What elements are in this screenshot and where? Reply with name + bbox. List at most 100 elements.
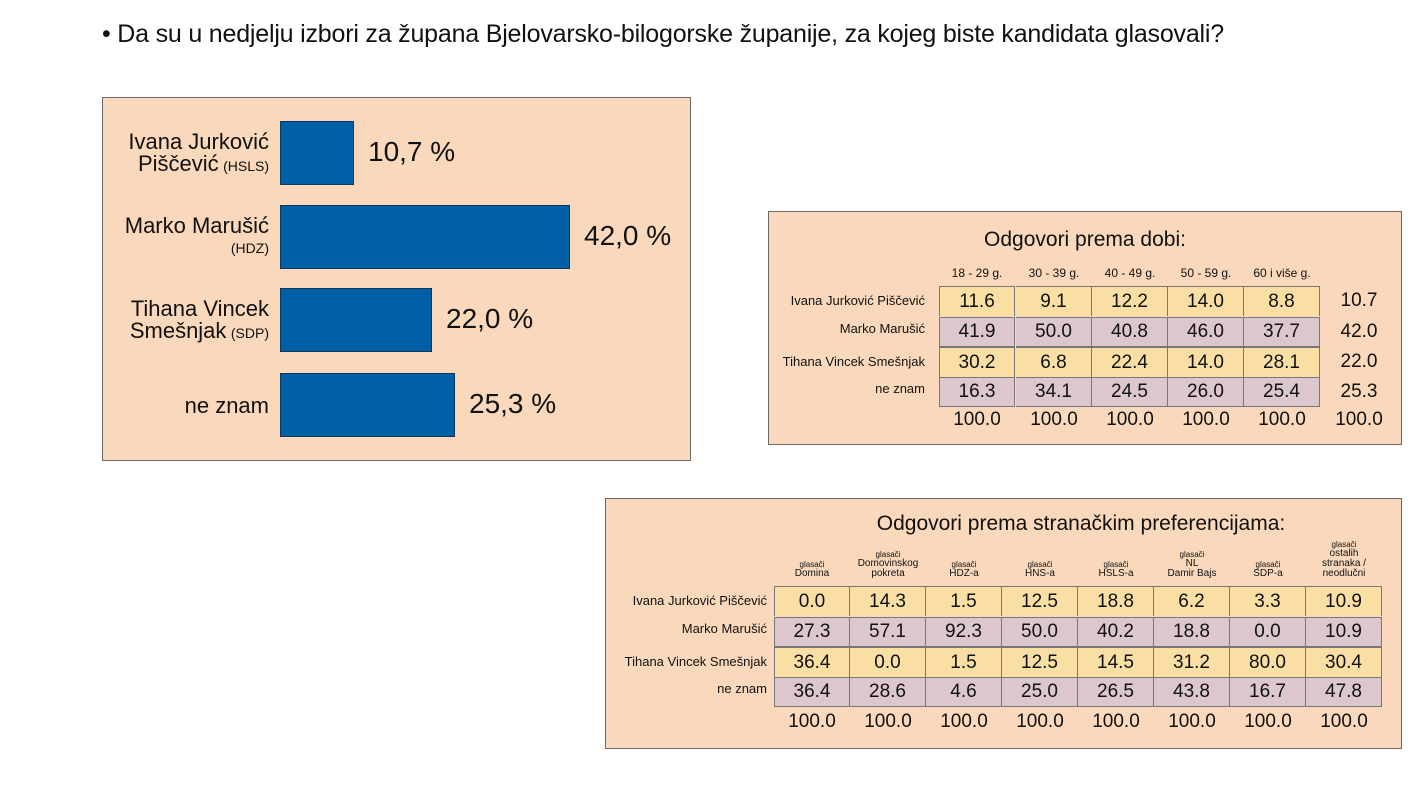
party-table-cell: 18.8: [1154, 617, 1230, 647]
party-column-header-line: pokreta: [871, 568, 905, 579]
party-column-header-line: neodlučni: [1322, 568, 1366, 579]
party-table-cell: 26.5: [1078, 677, 1154, 707]
party-table-cell: 0.0: [850, 647, 926, 677]
party-table-cell: 0.0: [774, 586, 850, 616]
party-column-header-small: glasači: [951, 560, 977, 569]
bar: [280, 205, 570, 269]
age-table-cell: 12.2: [1092, 286, 1168, 316]
bar-label-line1: Ivana Jurković: [128, 129, 269, 154]
party-table-cell: 1.5: [926, 586, 1002, 616]
bar-label-party: (HDZ): [230, 240, 269, 256]
age-table-cell: 26.0: [1168, 377, 1244, 407]
age-table-cell: 50.0: [1016, 317, 1092, 347]
party-column-header: glasači NL Damir Bajs: [1154, 550, 1230, 579]
bar-label-line1: Marko Marušić: [124, 213, 269, 238]
age-table-cell: 16.3: [939, 377, 1015, 407]
party-table-cell: 36.4: [774, 647, 850, 677]
age-table-cell: 22.4: [1092, 347, 1168, 377]
bar-label-party: (HSLS): [223, 158, 269, 174]
bar: [280, 373, 455, 437]
party-table-cell: 27.3: [774, 617, 850, 647]
bar: [280, 288, 432, 352]
party-table-title: Odgovori prema stranačkim preferencijama…: [876, 512, 1286, 535]
age-row-label: Marko Marušić: [839, 321, 925, 336]
party-table-cell: 57.1: [850, 617, 926, 647]
party-column-total: 100.0: [864, 711, 912, 732]
party-table-cell: 18.8: [1078, 586, 1154, 616]
age-table-panel: Odgovori prema dobi: 18 - 29 g. 30 - 39 g…: [768, 211, 1402, 445]
age-column-total: 100.0: [1030, 409, 1078, 430]
party-column-header: glasači HNS-a: [1002, 560, 1078, 579]
party-column-header-line: NL: [1185, 558, 1199, 569]
party-table-cell: 28.6: [850, 677, 926, 707]
age-table-cell: 24.5: [1092, 377, 1168, 407]
age-column-total: 100.0: [1335, 409, 1383, 430]
party-column-header-small: glasači: [1027, 560, 1053, 569]
bar-label: Marko Marušić (HDZ): [125, 215, 269, 259]
party-column-header: glasači ostalih stranaka / neodlučni: [1306, 540, 1382, 579]
age-table-cell: 46.0: [1168, 317, 1244, 347]
bar-value-label: 22,0 %: [446, 303, 534, 334]
age-table-cell: 11.6: [939, 286, 1015, 316]
bar-label: ne znam: [185, 395, 269, 417]
party-column-header-small: glasači: [799, 560, 825, 569]
age-row-total: 10.7: [1340, 290, 1378, 311]
party-table-cell: 14.3: [850, 586, 926, 616]
age-table-cell: 37.7: [1244, 317, 1320, 347]
bar-label-party: (SDP): [230, 325, 269, 341]
age-row-label: Ivana Jurković Piščević: [790, 293, 925, 308]
age-column-header: 18 - 29 g.: [951, 266, 1003, 280]
party-row-label: Ivana Jurković Piščević: [632, 593, 767, 608]
age-table-cell: 6.8: [1016, 347, 1092, 377]
party-table-cell: 31.2: [1154, 647, 1230, 677]
age-row-label: Tihana Vincek Smešnjak: [782, 354, 925, 369]
party-column-header-line: stranaka /: [1322, 558, 1366, 569]
party-column-total: 100.0: [788, 711, 836, 732]
age-table-cell: 40.8: [1092, 317, 1168, 347]
party-table-cell: 10.9: [1306, 586, 1382, 616]
age-table-cell: 34.1: [1016, 377, 1092, 407]
party-table-panel: Odgovori prema stranačkim preferencijama…: [605, 498, 1402, 749]
party-column-header-small: glasači: [1331, 540, 1357, 549]
party-table-cell: 50.0: [1002, 617, 1078, 647]
party-table-cell: 14.5: [1078, 647, 1154, 677]
party-column-header-small: glasači: [875, 550, 901, 559]
bar-label-line2-text: Smešnjak: [129, 318, 227, 343]
age-table-cell: 8.8: [1244, 286, 1320, 316]
bar-chart-panel: Ivana Jurković Piščević (HSLS) 10,7 % Marko…: [102, 97, 691, 461]
party-column-header: glasači Domina: [774, 560, 850, 579]
age-column-total: 100.0: [953, 409, 1001, 430]
party-table-cell: 4.6: [926, 677, 1002, 707]
party-table-cell: 47.8: [1306, 677, 1382, 707]
party-column-total: 100.0: [1168, 711, 1216, 732]
age-row-total: 22.0: [1340, 351, 1378, 372]
party-table-cell: 10.9: [1306, 617, 1382, 647]
bar-label: Tihana Vincek Smešnjak (SDP): [130, 298, 269, 345]
party-column-header-line: Damir Bajs: [1167, 568, 1217, 579]
age-table-cell: 14.0: [1168, 347, 1244, 377]
age-row-total: 42.0: [1340, 321, 1378, 342]
party-table-cell: 1.5: [926, 647, 1002, 677]
bar-label-line2-text: Piščević: [137, 151, 219, 176]
age-column-total: 100.0: [1106, 409, 1154, 430]
age-table-cell: 25.4: [1244, 377, 1320, 407]
party-column-header-small: glasači: [1255, 560, 1281, 569]
party-row-label: Tihana Vincek Smešnjak: [624, 654, 767, 669]
party-table-cell: 0.0: [1230, 617, 1306, 647]
bar-label-line2: Piščević (HSLS): [128, 153, 269, 178]
party-column-header: glasači HSLS-a: [1078, 560, 1154, 579]
party-table-cell: 12.5: [1002, 586, 1078, 616]
party-column-header-line: HNS-a: [1024, 568, 1055, 579]
age-column-total: 100.0: [1258, 409, 1306, 430]
party-table-cell: 30.4: [1306, 647, 1382, 677]
age-row-total: 25.3: [1340, 381, 1378, 402]
bar-label-line2: Smešnjak (SDP): [130, 320, 269, 345]
age-column-header: 60 i više g.: [1253, 266, 1311, 280]
party-table-cell: 16.7: [1230, 677, 1306, 707]
party-table-cell: 6.2: [1154, 586, 1230, 616]
party-column-header-line: SDP-a: [1253, 568, 1283, 579]
bar-label-line1: ne znam: [184, 393, 269, 418]
age-table-title: Odgovori prema dobi:: [984, 228, 1186, 251]
age-column-header: 30 - 39 g.: [1028, 266, 1080, 280]
party-column-header: glasači Domovinskog pokreta: [850, 550, 926, 579]
